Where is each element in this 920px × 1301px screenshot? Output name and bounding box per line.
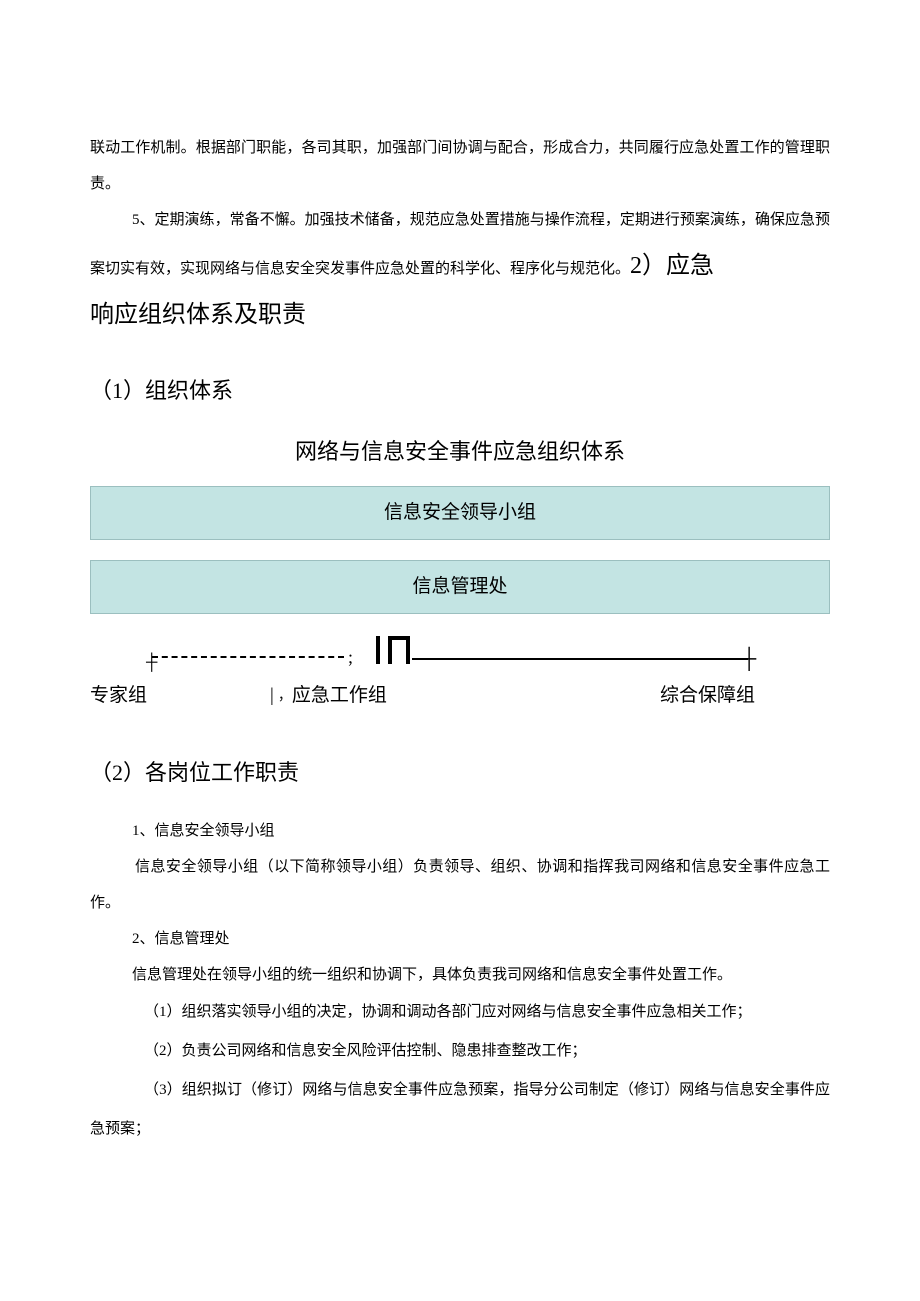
section1-heading: （1）组织体系	[90, 374, 830, 407]
org-cell-experts: 专家组	[90, 682, 270, 711]
org-cell-response: |，应急工作组	[270, 682, 590, 711]
inline-heading-part2: 响应组织体系及职责	[90, 296, 830, 334]
item2-title: 2、信息管理处	[90, 921, 830, 957]
org-box-leadership-label: 信息安全领导小组	[384, 499, 536, 528]
org-box-info-mgmt-label: 信息管理处	[412, 573, 507, 602]
sub-item-3: （3）组织拟订（修订）网络与信息安全事件应急预案，指导分公司制定（修订）网络与信…	[90, 1071, 830, 1149]
org-chart-title: 网络与信息安全事件应急组织体系	[90, 435, 830, 468]
intro-p2-text: 5、定期演练，常备不懈。加强技术储备，规范应急处置措施与操作流程，定期进行预案演…	[90, 212, 830, 277]
intro-paragraph-1: 联动工作机制。根据部门职能，各司其职，加强部门间协调与配合，形成合力，共同履行应…	[90, 130, 830, 202]
org-semicolon: ;	[348, 644, 353, 671]
org-tick-right: ┼	[742, 644, 756, 674]
intro-paragraph-2: 5、定期演练，常备不懈。加强技术储备，规范应急处置措施与操作流程，定期进行预案演…	[90, 202, 830, 296]
section2-heading: （2）各岗位工作职责	[90, 756, 830, 789]
org-connector-zone: ┼ ; ┼	[90, 634, 830, 682]
item2-body: 信息管理处在领导小组的统一组织和协调下，具体负责我司网络和信息安全事件处置工作。	[90, 957, 830, 993]
org-dashed-line	[152, 656, 344, 658]
org-center-bracket	[388, 636, 410, 664]
sub-item-2: （2）负责公司网络和信息安全风险评估控制、隐患排查整改工作；	[90, 1032, 830, 1071]
item1-title: 1、信息安全领导小组	[90, 813, 830, 849]
org-pipe: |	[270, 685, 278, 706]
org-center-vert	[376, 636, 380, 664]
item1-body: 信息安全领导小组（以下简称领导小组）负责领导、组织、协调和指挥我司网络和信息安全…	[90, 849, 830, 921]
org-box-leadership: 信息安全领导小组	[90, 486, 830, 540]
org-tick-left: ┼	[146, 651, 157, 675]
org-bottom-row: 专家组 |，应急工作组 综合保障组	[90, 682, 830, 711]
org-comma: ，	[278, 689, 292, 704]
inline-heading-part1: 2）应急	[630, 253, 714, 279]
org-response-label: 应急工作组	[292, 685, 387, 706]
org-box-info-mgmt: 信息管理处	[90, 560, 830, 614]
org-solid-line	[412, 658, 748, 660]
sub-item-1: （1）组织落实领导小组的决定，协调和调动各部门应对网络与信息安全事件应急相关工作…	[90, 993, 830, 1032]
org-cell-support: 综合保障组	[590, 682, 830, 711]
